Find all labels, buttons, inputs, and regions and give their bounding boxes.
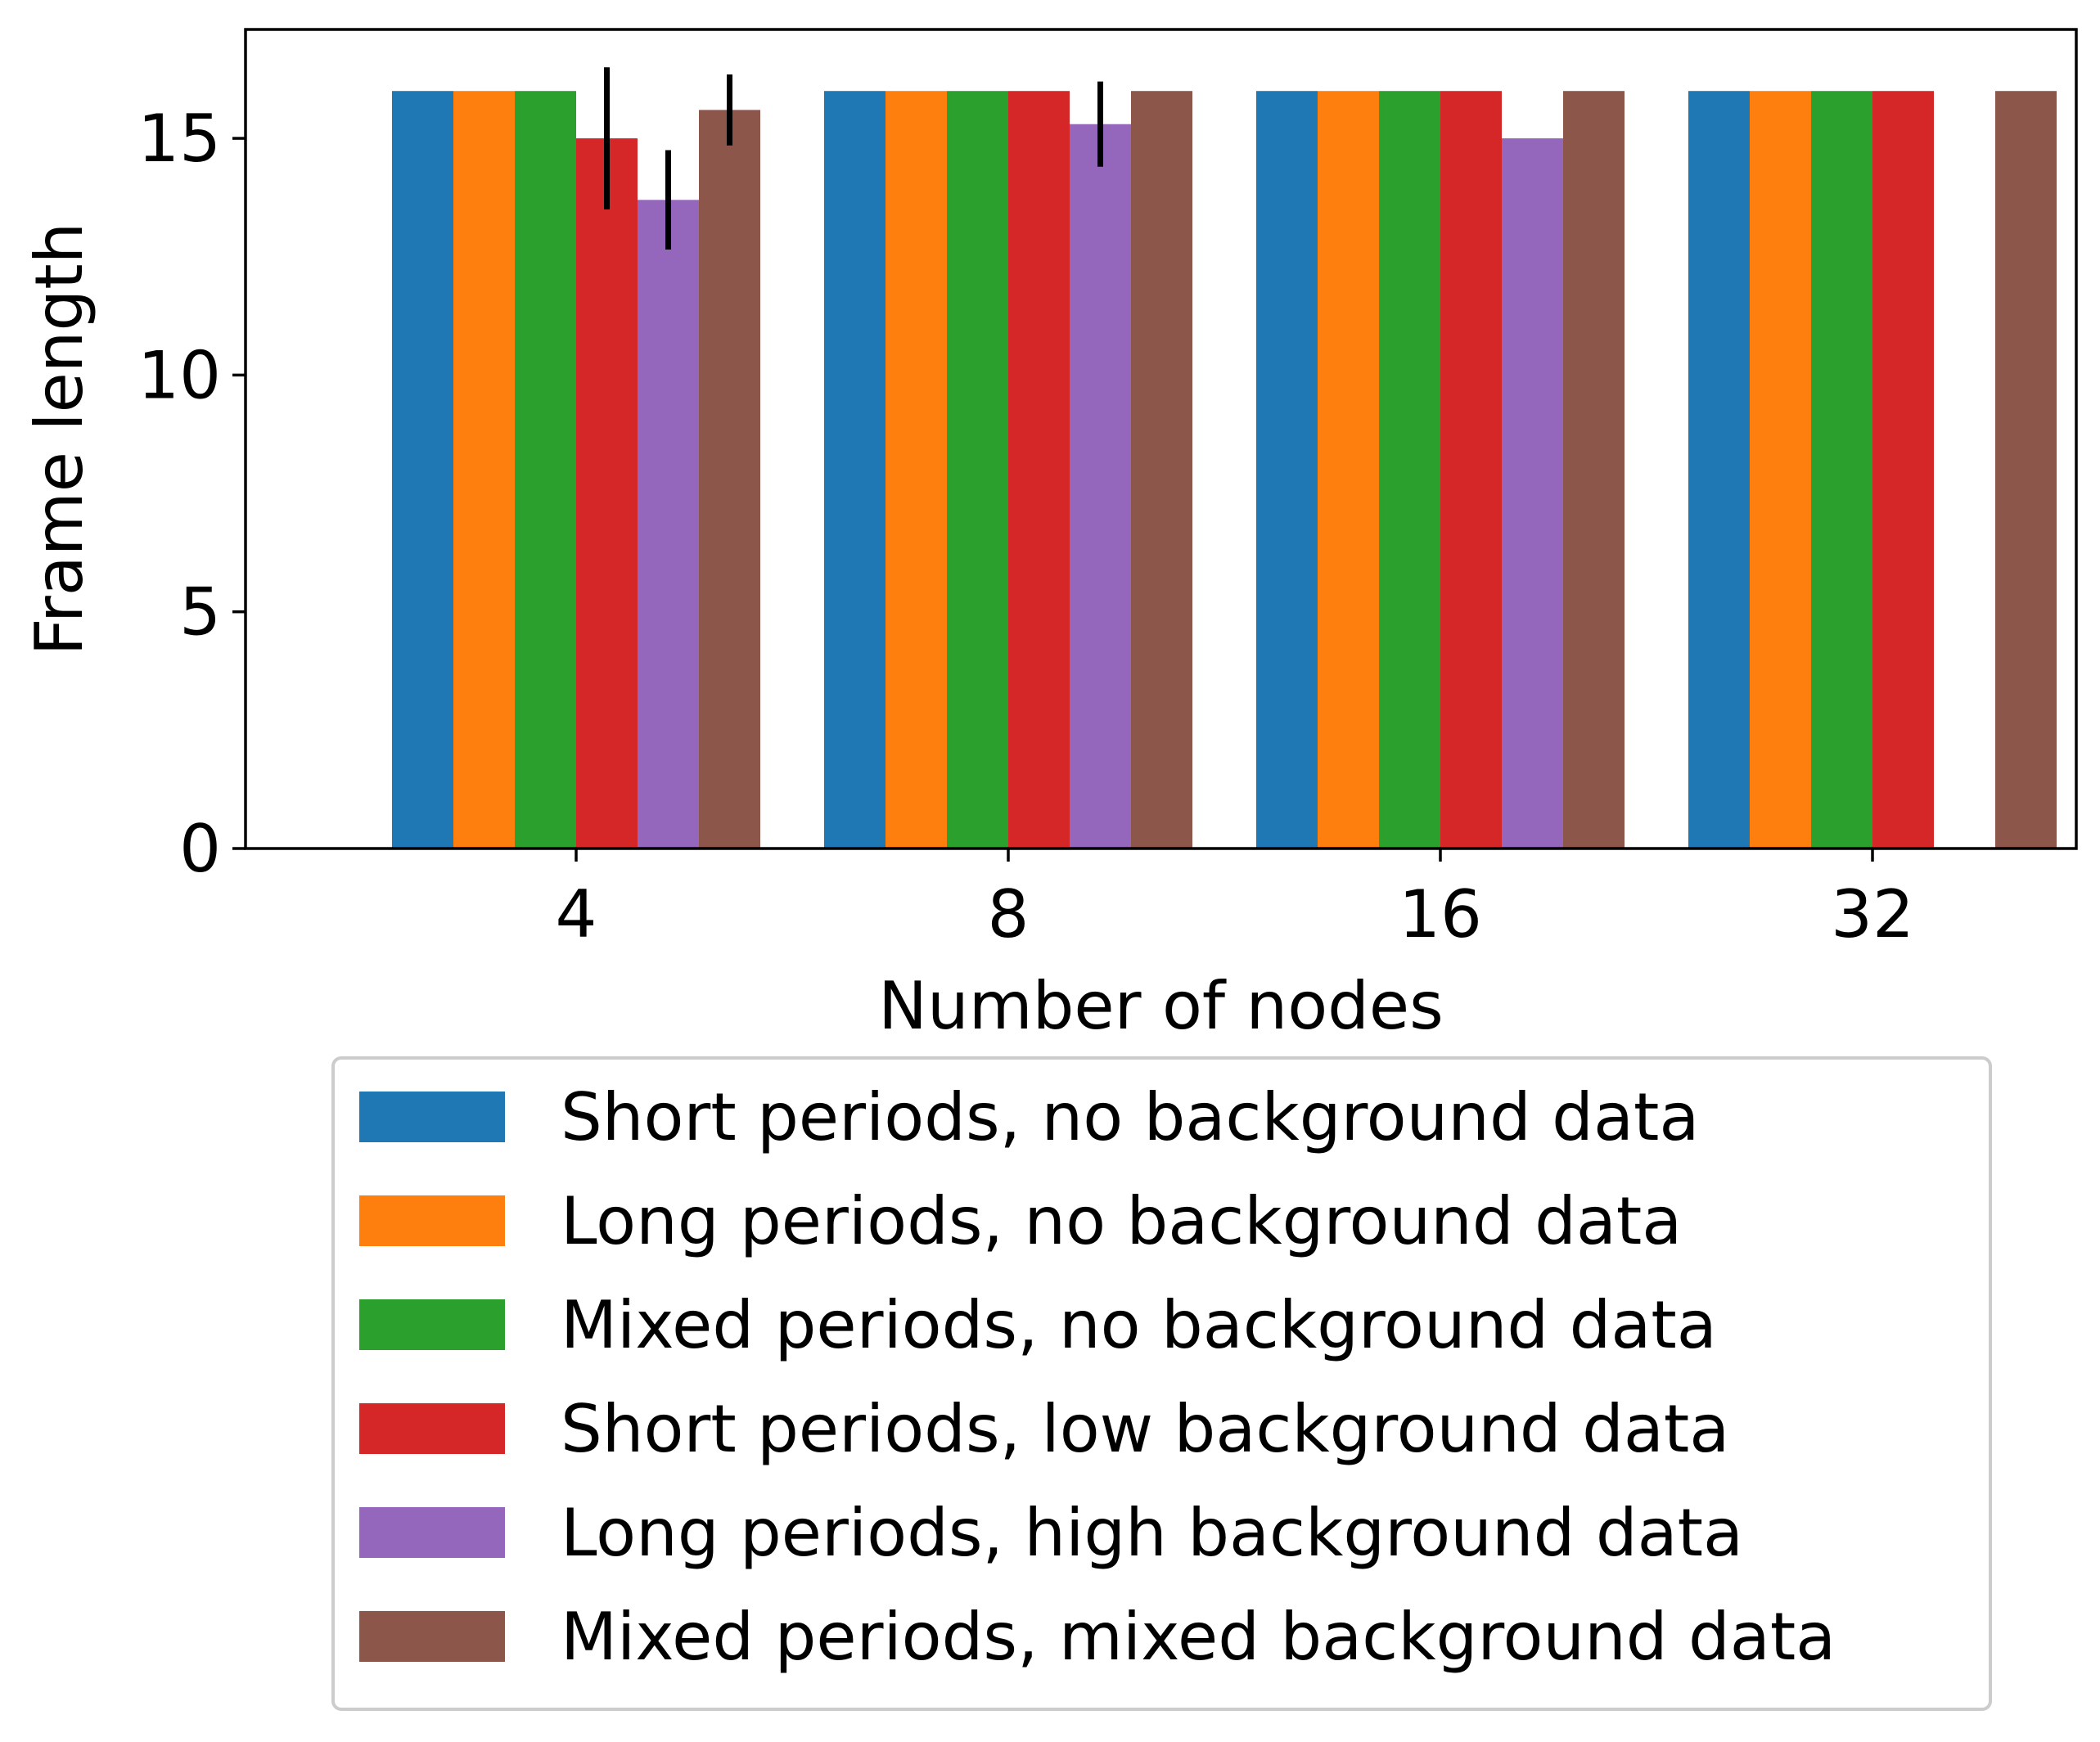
plot-area-frame: [244, 28, 2078, 850]
bar-s1-c2: [1318, 91, 1379, 848]
legend-label-1: Long periods, no background data: [561, 1183, 1682, 1259]
legend-label-3: Short periods, low background data: [561, 1391, 1729, 1467]
bar-s0-c2: [1256, 91, 1318, 848]
x-tick-label-2: 16: [1399, 876, 1482, 952]
bar-s3-c0: [576, 138, 638, 848]
bar-s2-c1: [947, 91, 1008, 848]
bar-s5-c3: [1995, 91, 2057, 848]
legend-swatch-3: [359, 1403, 505, 1454]
legend-label-5: Mixed periods, mixed background data: [561, 1599, 1836, 1675]
y-axis-label: Frame length: [21, 223, 97, 656]
y-axis: 0 5 10 15: [137, 101, 246, 887]
x-axis: 4 8 16 32: [556, 848, 1914, 952]
bar-s5-c0: [699, 110, 760, 849]
bar-s1-c3: [1750, 91, 1811, 848]
bar-s0-c0: [392, 91, 453, 848]
bar-s2-c0: [515, 91, 576, 848]
legend-swatch-0: [359, 1092, 505, 1142]
y-tick-label-3: 15: [137, 101, 221, 177]
legend-swatch-1: [359, 1195, 505, 1246]
legend-swatch-4: [359, 1507, 505, 1558]
bar-s0-c3: [1688, 91, 1750, 848]
bar-s3-c2: [1440, 91, 1502, 848]
bar-s4-c1: [1070, 124, 1131, 849]
bar-s2-c2: [1379, 91, 1440, 848]
bar-s5-c1: [1131, 91, 1192, 848]
legend-label-0: Short periods, no background data: [561, 1079, 1699, 1155]
bar-s5-c2: [1563, 91, 1625, 848]
x-tick-label-0: 4: [556, 876, 597, 952]
y-tick-label-0: 0: [179, 811, 221, 887]
legend-label-4: Long periods, high background data: [561, 1495, 1743, 1571]
y-tick-label-1: 5: [179, 574, 221, 650]
legend-swatch-5: [359, 1611, 505, 1662]
bar-s3-c1: [1008, 91, 1070, 848]
x-tick-label-3: 32: [1831, 876, 1914, 952]
bar-s4-c2: [1502, 138, 1563, 848]
legend: Short periods, no background data Long pe…: [331, 1056, 1992, 1711]
error-bars-layer: [604, 67, 1103, 250]
bar-s0-c1: [824, 91, 886, 848]
legend-swatch-2: [359, 1299, 505, 1350]
x-tick-label-1: 8: [988, 876, 1030, 952]
bars-layer: [392, 91, 2057, 849]
y-tick-label-2: 10: [137, 337, 221, 413]
bar-s4-c0: [638, 200, 699, 848]
bar-s1-c0: [453, 91, 515, 848]
legend-label-2: Mixed periods, no background data: [561, 1287, 1717, 1363]
bar-s1-c1: [886, 91, 947, 848]
x-axis-label: Number of nodes: [878, 968, 1444, 1044]
bar-s3-c3: [1872, 91, 1934, 848]
legend-box: [331, 1056, 1992, 1711]
bar-s2-c3: [1811, 91, 1872, 848]
